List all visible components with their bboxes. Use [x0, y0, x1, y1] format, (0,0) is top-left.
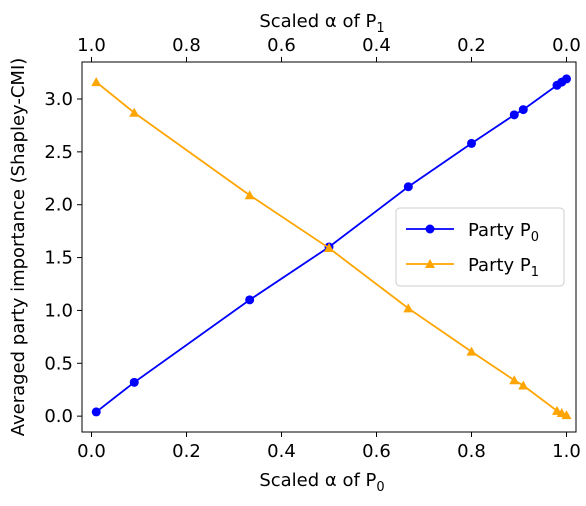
x-tick-label-bottom-1: 0.2 — [172, 441, 201, 462]
data-point-series-1-2 — [244, 190, 255, 200]
data-point-series-0-6 — [509, 110, 519, 120]
x-axis-label-bottom: Scaled α of P0 — [259, 470, 384, 495]
data-point-series-1-5 — [466, 346, 477, 356]
legend: Party P0 Party P1 — [395, 207, 565, 287]
y-tick-label-4: 2.0 — [44, 195, 73, 216]
y-tick-label-3: 1.5 — [44, 248, 73, 269]
legend-marker-p1 — [425, 259, 435, 268]
data-point-series-0-5 — [467, 138, 476, 148]
legend-marker-p0 — [425, 224, 435, 234]
data-point-series-1-3 — [324, 243, 334, 253]
data-point-series-1-7 — [518, 380, 529, 390]
x-tick-label-bottom-4: 0.8 — [457, 441, 486, 462]
x-tick-label-bottom-2: 0.4 — [267, 441, 296, 462]
plot-frame — [81, 61, 577, 433]
x-axis-label-top: Scaled α of P1 — [259, 11, 384, 36]
data-point-series-1-4 — [403, 303, 414, 313]
y-tick-label-5: 2.5 — [44, 142, 73, 163]
x-tick-label-top-1: 0.8 — [172, 35, 201, 56]
x-tick-label-bottom-5: 1.0 — [552, 441, 581, 462]
y-tick-label-6: 3.0 — [44, 89, 73, 110]
data-point-series-0-2 — [245, 295, 255, 305]
data-point-series-0-7 — [518, 105, 528, 115]
x-tick-label-top-2: 0.6 — [267, 35, 296, 56]
data-point-series-1-10 — [561, 410, 572, 420]
y-tick-label-0: 0.0 — [44, 406, 73, 427]
data-point-series-0-10 — [562, 74, 571, 84]
x-tick-label-top-3: 0.4 — [362, 35, 391, 56]
x-tick-label-top-5: 0.0 — [552, 35, 581, 56]
y-tick-label-2: 1.0 — [44, 300, 73, 321]
y-axis-label: Averaged party importance (Shapley-CMI) — [8, 58, 29, 437]
data-point-series-1-6 — [509, 375, 520, 385]
y-tick-label-1: 0.5 — [44, 353, 73, 374]
data-point-series-0-0 — [91, 407, 101, 417]
data-point-series-1-0 — [91, 77, 102, 87]
x-tick-label-top-0: 1.0 — [77, 35, 106, 56]
x-tick-label-bottom-0: 0.0 — [77, 441, 106, 462]
x-tick-label-top-4: 0.2 — [457, 35, 486, 56]
legend-label-p1: Party P1 — [468, 255, 539, 280]
legend-label-p0: Party P0 — [468, 220, 539, 245]
data-point-series-0-4 — [403, 182, 413, 192]
legend-box — [395, 207, 565, 287]
data-point-series-0-1 — [129, 377, 139, 387]
x-tick-label-bottom-3: 0.6 — [362, 441, 391, 462]
data-point-series-1-1 — [129, 107, 140, 117]
